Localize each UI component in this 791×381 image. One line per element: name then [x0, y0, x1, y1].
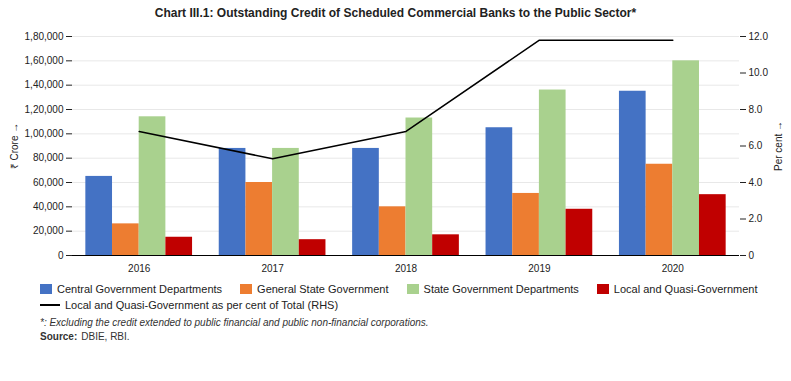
svg-text:1,60,000: 1,60,000: [25, 55, 64, 66]
svg-text:Per cent →: Per cent →: [773, 121, 784, 171]
html-text:General State Government: General State Government: [257, 283, 389, 295]
svg-text:1,80,000: 1,80,000: [25, 31, 64, 42]
svg-text:2017: 2017: [261, 263, 284, 274]
svg-text:1,20,000: 1,20,000: [25, 104, 64, 115]
svg-text:10.0: 10.0: [749, 67, 769, 78]
html-text:Central Government Departments: Central Government Departments: [57, 283, 223, 295]
svg-text:0: 0: [749, 250, 755, 261]
html-text:Chart III.1: Outstanding Credi: Chart III.1: Outstanding Credit of Sched…: [154, 6, 637, 20]
svg-text:8.0: 8.0: [749, 104, 763, 115]
svg-text:2.0: 2.0: [749, 213, 763, 224]
html-text:State Government Departments: State Government Departments: [423, 283, 579, 295]
html-text:Source: DBIE, RBI.: Source: DBIE, RBI.: [40, 331, 130, 342]
svg-text:0: 0: [58, 250, 64, 261]
svg-text:12.0: 12.0: [749, 31, 769, 42]
svg-text:2018: 2018: [395, 263, 418, 274]
html-text:*: Excluding the credit extend: *: Excluding the credit extended to publ…: [40, 317, 429, 328]
html-text:Local and Quasi-Government as: Local and Quasi-Government as per cent o…: [65, 299, 339, 311]
svg-text:2016: 2016: [128, 263, 151, 274]
svg-text:2019: 2019: [528, 263, 551, 274]
svg-text:1,40,000: 1,40,000: [25, 79, 64, 90]
svg-text:80,000: 80,000: [33, 152, 64, 163]
html-text:Local and Quasi-Government: Local and Quasi-Government: [613, 283, 758, 295]
svg-text:20,000: 20,000: [33, 225, 64, 236]
svg-text:₹ Crore →: ₹ Crore →: [9, 123, 20, 170]
svg-text:4.0: 4.0: [749, 177, 763, 188]
svg-text:6.0: 6.0: [749, 140, 763, 151]
svg-text:40,000: 40,000: [33, 201, 64, 212]
svg-text:2020: 2020: [662, 263, 685, 274]
svg-text:60,000: 60,000: [33, 177, 64, 188]
svg-text:1,00,000: 1,00,000: [25, 128, 64, 139]
